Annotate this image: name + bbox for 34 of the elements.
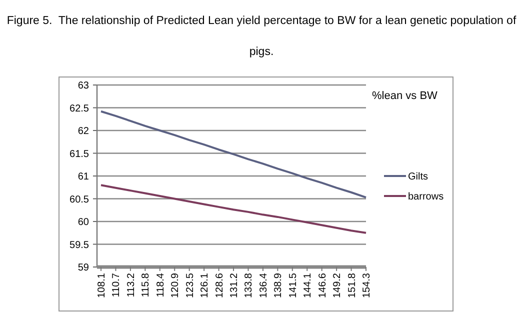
line-series	[100, 110, 367, 198]
x-tick-label: 138.9	[273, 272, 284, 298]
x-tick-label: 141.5	[288, 272, 299, 298]
x-tick-label: 128.6	[214, 272, 226, 298]
y-tick-label: 63	[78, 80, 90, 92]
y-tick-label: 62.5	[70, 103, 90, 114]
x-tick-label: 154.3	[362, 272, 372, 298]
x-tick-label: 115.8	[140, 272, 152, 298]
x-tick-label: 110.7	[111, 272, 122, 298]
x-tick-label: 131.2	[229, 272, 240, 298]
y-tick-label: 62	[78, 126, 90, 137]
x-tick-label: 144.1	[302, 272, 314, 298]
x-tick-label: 149.2	[332, 272, 344, 298]
x-tick-label: 146.6	[317, 272, 328, 298]
chart-title: Figure 5. The relationship of Predicted Lean yield percentage to BW for a lean genetic population of pigs.	[6, 15, 516, 58]
x-tick-label: 133.8	[244, 272, 255, 298]
y-tick-label: 61	[78, 172, 90, 182]
y-tick-label: 60	[78, 217, 90, 228]
x-tick-label: 151.8	[346, 272, 358, 298]
x-tick-label: 136.4	[258, 272, 270, 298]
x-tick-label: 118.4	[155, 272, 166, 298]
legend-label: Gilts	[408, 172, 428, 182]
line-series	[100, 184, 367, 234]
legend-label: barrows	[408, 192, 444, 202]
x-tick-label: 123.5	[184, 272, 196, 298]
x-tick-label: 126.1	[200, 272, 211, 298]
x-tick-label: 113.2	[126, 272, 137, 298]
y-tick-label: 59.5	[70, 240, 90, 251]
x-tick-label: 108.1	[96, 272, 108, 298]
text: %lean vs BW	[372, 90, 438, 102]
y-tick-label: 59	[78, 262, 90, 274]
y-tick-label: 61.5	[70, 148, 90, 160]
y-tick-label: 60.5	[70, 194, 90, 206]
x-tick-label: 120.9	[170, 272, 182, 298]
